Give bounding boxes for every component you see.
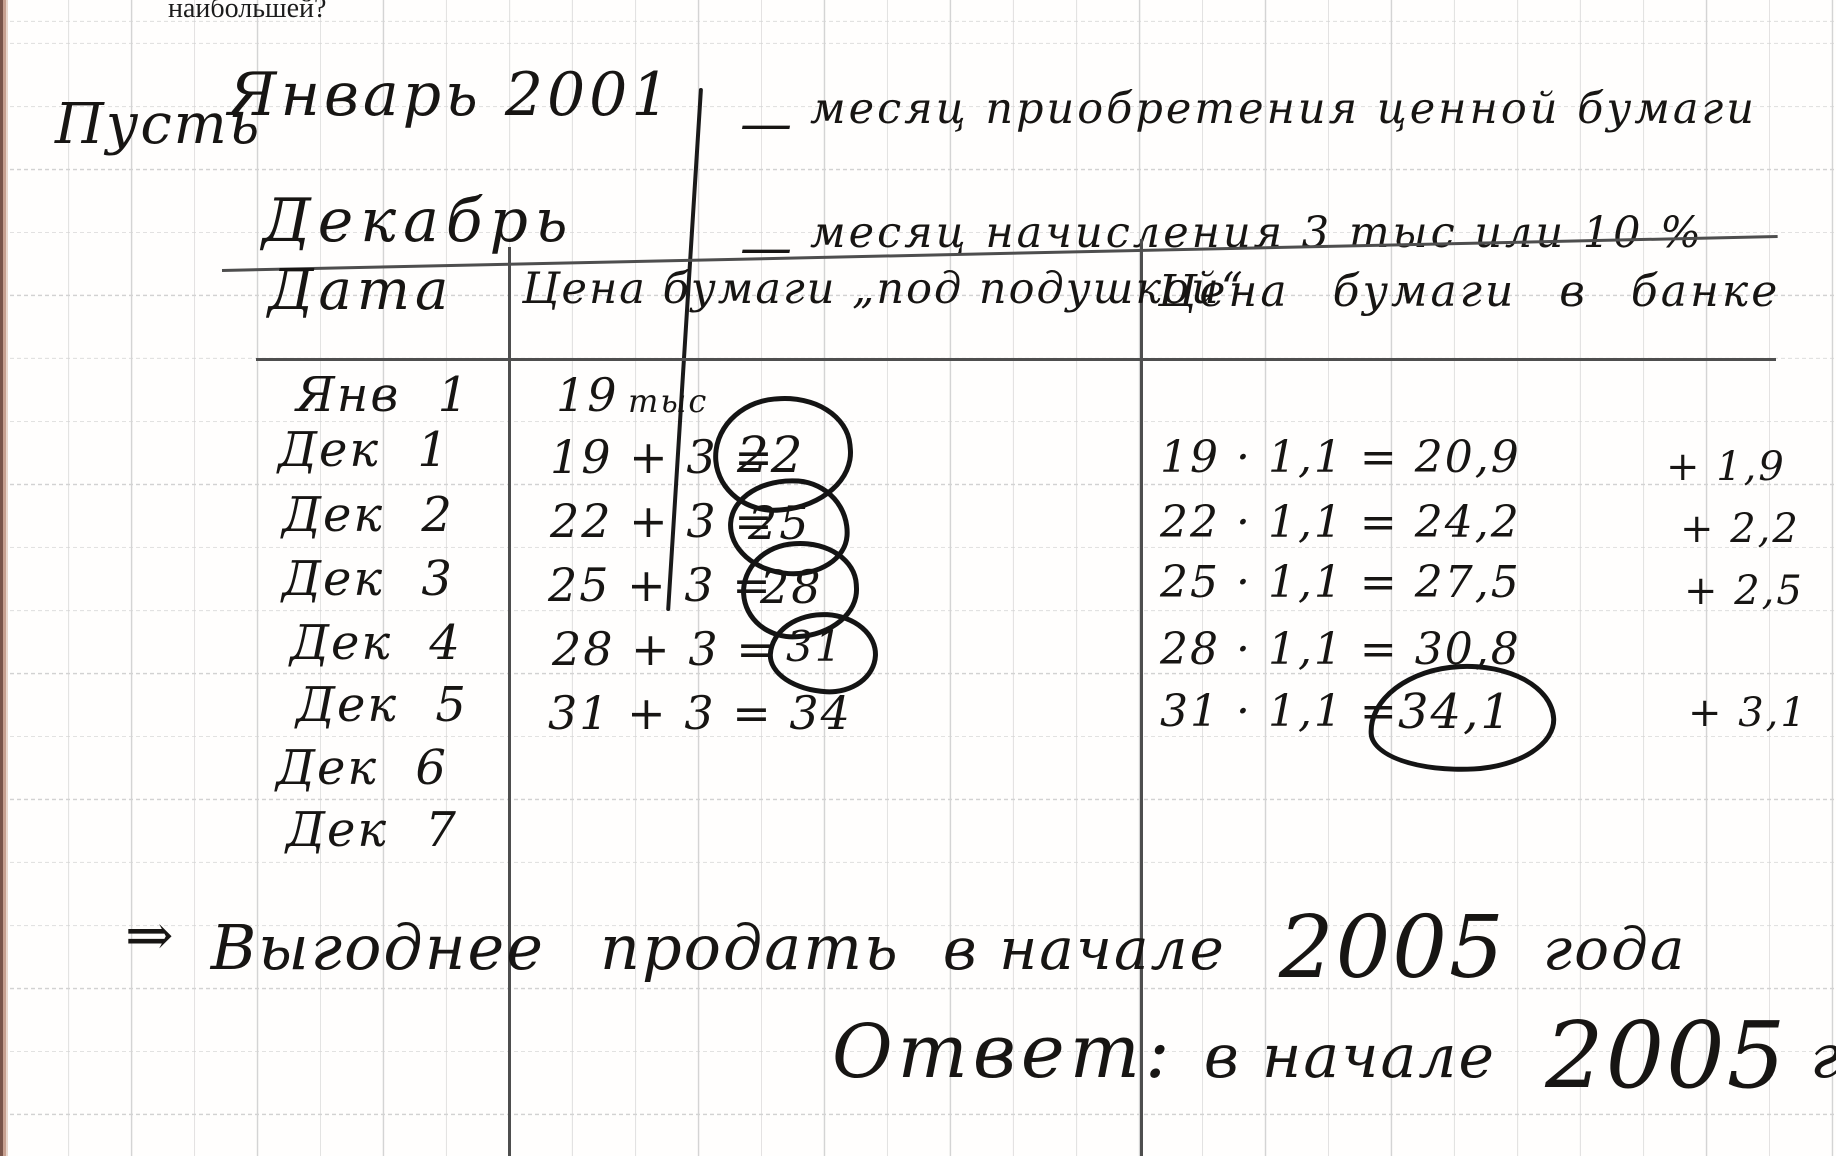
intro-dash-1: — <box>740 94 794 154</box>
pillow-cell: 28 + 3 = <box>552 622 777 676</box>
intro-term-january: Январь 2001 <box>228 60 674 130</box>
pillow-cell: 31 + 3 = 34 <box>548 686 852 740</box>
intro-definition-1: месяц приобретения ценной бумаги <box>810 84 1757 134</box>
bank-cell: 19 · 1,1 = 20,9 <box>1160 432 1521 483</box>
pillow-cell-unit: тыс <box>628 382 709 420</box>
column-header-date: Дата <box>268 258 454 323</box>
delta-cell: + 2,5 <box>1684 568 1804 614</box>
bank-cell: 25 · 1,1 = 27,5 <box>1160 557 1521 608</box>
conclusion-word-year: года <box>1542 915 1687 983</box>
pillow-cell: 19 + 3 = <box>550 430 775 484</box>
intro-definition-2: месяц начисления 3 тыс или 10 % <box>810 208 1705 258</box>
date-cell: Дек 5 <box>296 677 468 733</box>
pillow-cell: 25 + 3 = <box>548 558 773 612</box>
date-cell: Дек 6 <box>276 740 448 796</box>
pillow-cell: 19 <box>556 368 619 422</box>
pillow-cell: 22 + 3 = <box>550 494 775 548</box>
table-divider-1 <box>508 247 511 1156</box>
table-divider-2 <box>1140 239 1143 1156</box>
page-edge <box>0 0 9 1156</box>
delta-cell: + 1,9 <box>1666 444 1786 490</box>
answer-year: 2005 <box>1545 1002 1788 1109</box>
date-cell: Дек 3 <box>282 551 454 607</box>
date-cell: Янв 1 <box>296 367 471 423</box>
problem-statement-fragment: наибольшей? <box>168 0 327 24</box>
answer-line: Ответ: в начале 2005 года <box>832 1002 1836 1109</box>
answer-phrase: в начале <box>1203 1022 1496 1092</box>
implies-arrow-icon: ⇒ <box>125 901 176 969</box>
answer-word-year: года <box>1810 1022 1836 1092</box>
conclusion-word-cheaper: Выгоднее <box>210 911 545 984</box>
date-cell: Дек 1 <box>278 422 450 478</box>
conclusion-word-beginning: в начале <box>942 915 1226 983</box>
answer-label: Ответ: <box>832 1009 1175 1095</box>
date-cell: Дек 2 <box>282 487 454 543</box>
intro-dash-2: — <box>740 218 794 278</box>
delta-cell: + 2,2 <box>1680 506 1800 552</box>
column-header-bank: Цена бумаги в банке <box>1158 266 1781 317</box>
bank-cell: 28 · 1,1 = 30,8 <box>1160 624 1521 675</box>
conclusion-year: 2005 <box>1278 898 1506 998</box>
pillow-result: 25 <box>748 496 811 550</box>
date-cell: Дек 4 <box>290 615 462 671</box>
table-header-underline <box>256 358 1776 361</box>
pillow-result: 31 <box>786 622 844 671</box>
date-cell: Дек 7 <box>286 802 458 858</box>
delta-cell: + 3,1 <box>1688 690 1808 736</box>
bank-result: 34,1 <box>1398 684 1513 740</box>
bank-cell: 31 · 1,1 = <box>1160 686 1399 737</box>
conclusion-line: ⇒ Выгоднее продать в начале 2005 года <box>125 898 1686 998</box>
intro-let: Пусть <box>55 92 262 157</box>
conclusion-word-sell: продать <box>600 911 900 984</box>
pillow-result: 28 <box>760 560 823 614</box>
bank-cell: 22 · 1,1 = 24,2 <box>1160 497 1521 548</box>
column-header-pillow: Цена бумаги „под подушкой“ <box>522 264 1245 314</box>
pillow-result: 22 <box>737 426 805 484</box>
intro-term-december: Декабрь <box>262 186 575 256</box>
